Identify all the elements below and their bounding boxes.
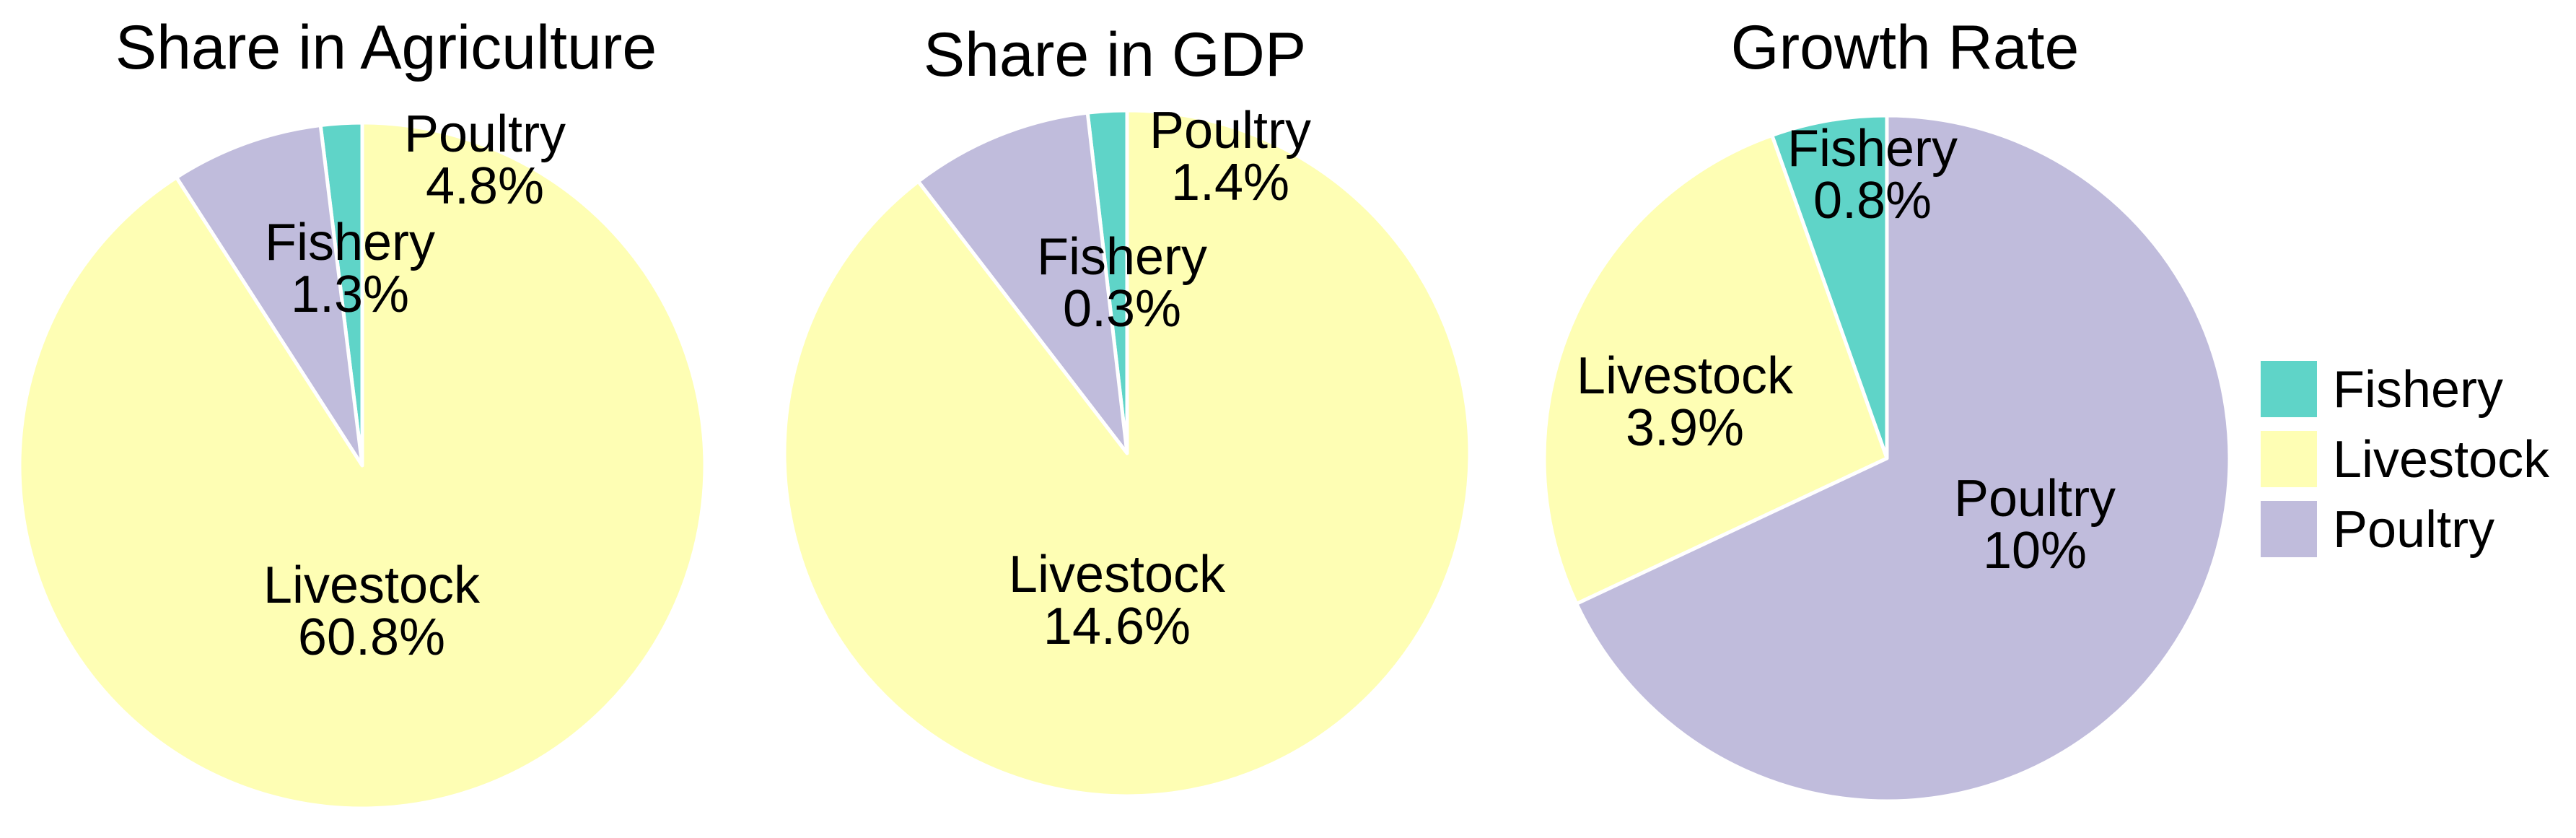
chart-title: Share in Agriculture <box>115 13 657 82</box>
slice-value-label: 14.6% <box>1043 598 1191 655</box>
legend-swatch-poultry <box>2261 501 2317 557</box>
slice-label-fishery: Fishery 1.3% <box>265 214 435 323</box>
slice-value-label: 4.8% <box>426 157 544 215</box>
slice-value-label: 0.3% <box>1063 280 1181 338</box>
pie-slice-poultry <box>916 110 1129 455</box>
slice-label-poultry: Poultry 10% <box>1954 470 2116 580</box>
slice-label-livestock: Livestock 60.8% <box>263 557 481 666</box>
slice-value-label: 1.4% <box>1171 154 1289 211</box>
slice-label-fishery: Fishery 0.8% <box>1787 120 1958 230</box>
slice-label-fishery: Fishery 0.3% <box>1037 228 1207 338</box>
pie-slice-livestock <box>782 108 1472 798</box>
pie-chart-share-in-gdp: Share in GDP Fishery 0.3% Poultry 1.4% Livest… <box>782 20 1472 798</box>
slice-value-label: 0.8% <box>1813 172 1932 230</box>
slice-category-label: Fishery <box>265 214 435 271</box>
slice-category-label: Livestock <box>1577 347 1794 405</box>
pie-slice-livestock <box>17 121 707 811</box>
legend-swatch-livestock <box>2261 431 2317 487</box>
pie-slice-poultry <box>175 123 364 468</box>
slice-label-livestock: Livestock 14.6% <box>1009 546 1226 655</box>
slice-category-label: Poultry <box>404 105 566 163</box>
chart-title: Share in GDP <box>924 20 1307 90</box>
legend: Fishery Livestock Poultry <box>2261 361 2550 559</box>
slice-category-label: Livestock <box>263 557 481 614</box>
pie-slice-livestock <box>1542 134 1889 606</box>
slice-label-poultry: Poultry 1.4% <box>1149 102 1311 211</box>
slice-category-label: Fishery <box>1787 120 1958 178</box>
legend-label-livestock: Livestock <box>2333 431 2550 489</box>
slice-category-label: Fishery <box>1037 228 1207 286</box>
pie-slice-poultry <box>1574 113 2232 803</box>
slice-label-livestock: Livestock 3.9% <box>1577 347 1794 457</box>
legend-label-poultry: Poultry <box>2333 501 2494 559</box>
slice-value-label: 60.8% <box>298 608 445 666</box>
legend-label-fishery: Fishery <box>2333 361 2503 419</box>
pie-chart-growth-rate: Growth Rate Fishery 0.8% Livestock 3.9% Poult… <box>1542 13 2232 803</box>
slice-category-label: Poultry <box>1149 102 1311 160</box>
slice-value-label: 10% <box>1983 522 2087 580</box>
slice-category-label: Poultry <box>1954 470 2116 528</box>
slice-label-poultry: Poultry 4.8% <box>404 105 566 215</box>
slice-value-label: 1.3% <box>291 266 409 323</box>
slice-value-label: 3.9% <box>1626 399 1744 457</box>
slice-category-label: Livestock <box>1009 546 1226 603</box>
legend-swatch-fishery <box>2261 361 2317 417</box>
chart-title: Growth Rate <box>1731 13 2080 82</box>
